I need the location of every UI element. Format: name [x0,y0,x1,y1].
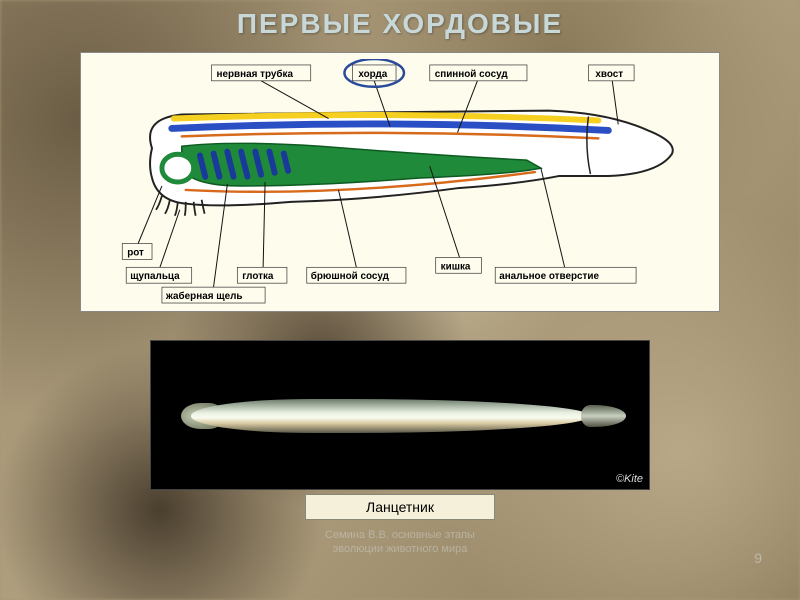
label-mouth: рот [122,244,152,260]
label-chorda: хорда [344,59,404,87]
anatomy-diagram-panel: нервная трубка хорда спинной сосуд хвост… [80,52,720,312]
photo-caption: Ланцетник [305,494,495,520]
svg-text:жаберная щель: жаберная щель [165,291,243,302]
svg-text:глотка: глотка [242,271,274,282]
svg-text:анальное отверстие: анальное отверстие [499,271,599,282]
lead-mouth [138,186,162,244]
svg-text:брюшной сосуд: брюшной сосуд [311,271,390,282]
svg-text:нервная трубка: нервная трубка [216,69,293,80]
pharynx-oval [162,154,194,182]
label-dorsal-vessel: спинной сосуд [430,65,527,81]
footer-line-1: Семина В.В. основные этапы [325,529,475,541]
page-title: ПЕРВЫЕ ХОРДОВЫЕ [0,0,800,40]
anatomy-diagram: нервная трубка хорда спинной сосуд хвост… [89,59,711,305]
svg-text:кишка: кишка [441,261,471,272]
label-tail: хвост [588,65,634,81]
label-tentacles: щупальца [126,267,191,283]
label-pharynx: глотка [237,267,287,283]
label-intestine: кишка [436,257,482,273]
lead-tentacles [160,210,180,268]
footer-credit: Семина В.В. основные этапы эволюции живо… [0,528,800,557]
photo-body-shape [191,399,591,433]
svg-text:спинной сосуд: спинной сосуд [435,69,509,80]
label-ventral: брюшной сосуд [307,267,406,283]
lead-anus [541,168,565,267]
svg-text:щупальца: щупальца [130,271,180,282]
lead-ventral [339,190,357,267]
svg-text:хвост: хвост [595,69,623,80]
label-anus: анальное отверстие [495,267,636,283]
photo-tail-shape [581,405,626,427]
svg-text:хорда: хорда [358,69,387,80]
lancelet-photo: ©Kite [150,340,650,490]
photo-credit: ©Kite [616,473,643,485]
page-number: 9 [754,550,762,566]
footer-line-2: эволюции животного мира [333,543,468,555]
label-nerve-tube: нервная трубка [212,65,311,81]
svg-text:рот: рот [127,247,144,258]
label-gill-slit: жаберная щель [162,287,265,303]
